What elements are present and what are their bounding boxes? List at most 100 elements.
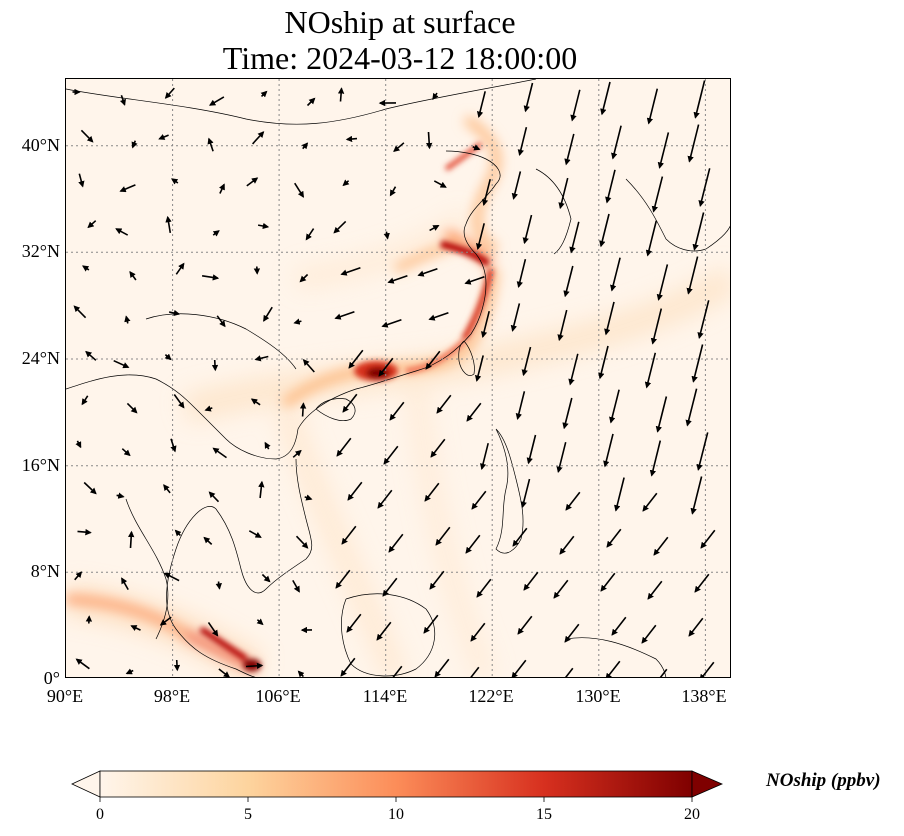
colorbar-tick-15: 15 — [536, 806, 552, 823]
wind-arrow — [208, 491, 220, 503]
wind-arrow — [389, 186, 397, 197]
wind-arrow — [598, 345, 609, 380]
wind-arrow — [476, 578, 492, 598]
wind-arrow — [348, 349, 364, 369]
wind-arrow — [245, 662, 264, 670]
wind-arrow — [377, 489, 393, 509]
wind-arrow — [609, 389, 620, 424]
wind-arrow — [562, 397, 573, 430]
colorbar-label: NOship (ppbv) — [766, 770, 881, 791]
wind-arrow — [158, 133, 169, 140]
wind-arrow — [425, 350, 441, 370]
wind-arrow — [159, 616, 172, 626]
wind-arrow — [124, 315, 131, 324]
wind-arrow — [511, 659, 527, 677]
wind-arrow — [297, 670, 305, 677]
wind-arrow — [432, 92, 439, 100]
wind-arrow — [470, 666, 480, 677]
wind-arrow — [345, 135, 358, 143]
wind-arrow — [564, 667, 574, 677]
philippines — [495, 428, 524, 554]
wind-arrow — [466, 402, 482, 422]
wind-arrow — [116, 492, 125, 499]
wind-arrow — [125, 668, 134, 675]
lat-tick-32n: 32°N — [21, 241, 60, 261]
wind-arrow — [258, 480, 265, 499]
wind-arrow — [340, 657, 356, 677]
wind-arrow — [261, 573, 271, 583]
wind-arrow — [164, 353, 172, 361]
wind-arrow — [342, 393, 358, 413]
wind-arrow — [611, 125, 622, 160]
wind-arrow — [694, 573, 710, 593]
wind-arrow — [207, 621, 219, 637]
chart-title-line2: Time: 2024-03-12 18:00:00 — [222, 40, 578, 76]
wind-arrow — [252, 131, 265, 145]
lon-tick-130e: 130°E — [575, 686, 621, 706]
wind-arrow — [294, 182, 304, 198]
wind-arrow — [526, 434, 537, 465]
wind-arrow — [264, 441, 271, 450]
wind-arrow — [697, 300, 710, 339]
wind-arrow — [510, 303, 521, 332]
wind-arrow — [218, 668, 231, 677]
wind-arrow — [520, 478, 531, 509]
wind-arrow — [219, 183, 225, 194]
colorbar-extend-min — [71, 770, 101, 798]
new-guinea — [565, 637, 667, 677]
wind-arrow — [475, 223, 485, 250]
wind-arrow — [204, 405, 213, 412]
wind-arrow — [481, 179, 491, 207]
lat-tick-24n: 24°N — [21, 348, 60, 368]
wind-arrow — [476, 91, 486, 118]
wind-arrow — [517, 127, 528, 157]
wind-arrow — [605, 169, 616, 204]
wind-arrow — [295, 535, 309, 549]
wind-arrow — [465, 534, 481, 554]
wind-arrow — [83, 481, 97, 495]
wind-arrow — [256, 618, 264, 626]
wind-arrow — [522, 214, 533, 245]
wind-arrow — [599, 213, 610, 248]
wind-arrow — [248, 530, 262, 538]
wind-arrow — [690, 476, 703, 515]
wind-arrow — [479, 443, 489, 471]
wind-arrow — [168, 309, 181, 317]
wind-arrow — [216, 315, 226, 328]
wind-arrow — [263, 306, 273, 322]
wind-arrow — [292, 580, 300, 593]
wind-arrow — [606, 528, 622, 548]
wind-arrow — [464, 275, 485, 285]
wind-arrow — [337, 87, 345, 102]
wind-arrow — [515, 391, 526, 420]
wind-arrow — [569, 221, 580, 254]
wind-arrow — [174, 529, 182, 537]
wind-arrow — [692, 212, 705, 251]
wind-arrow — [260, 90, 268, 98]
wind-arrow — [659, 668, 668, 677]
wind-arrow — [641, 624, 657, 644]
wind-arrow — [429, 570, 445, 590]
wind-arrow — [115, 228, 129, 236]
wind-arrow — [203, 536, 213, 545]
hainan-island — [315, 398, 356, 422]
wind-arrow — [292, 449, 302, 458]
wind-arrow — [130, 625, 141, 631]
wind-arrow — [212, 230, 220, 237]
wind-arrow — [647, 580, 663, 600]
wind-arrow — [693, 80, 706, 119]
wind-arrow — [81, 395, 89, 406]
lon-tick-98e: 98°E — [153, 686, 191, 706]
colorbar-extend-max — [691, 770, 724, 798]
wind-arrow — [383, 231, 390, 240]
wind-arrow — [686, 256, 699, 295]
wind-arrow — [434, 658, 450, 677]
wind-arrow — [215, 581, 222, 590]
wind-arrow — [173, 659, 181, 672]
wind-arrow — [696, 432, 709, 471]
wind-arrow — [656, 264, 669, 301]
korea — [535, 168, 572, 255]
wind-arrow — [334, 310, 355, 320]
lon-tick-106e: 106°E — [255, 686, 301, 706]
wind-arrow — [603, 433, 614, 468]
